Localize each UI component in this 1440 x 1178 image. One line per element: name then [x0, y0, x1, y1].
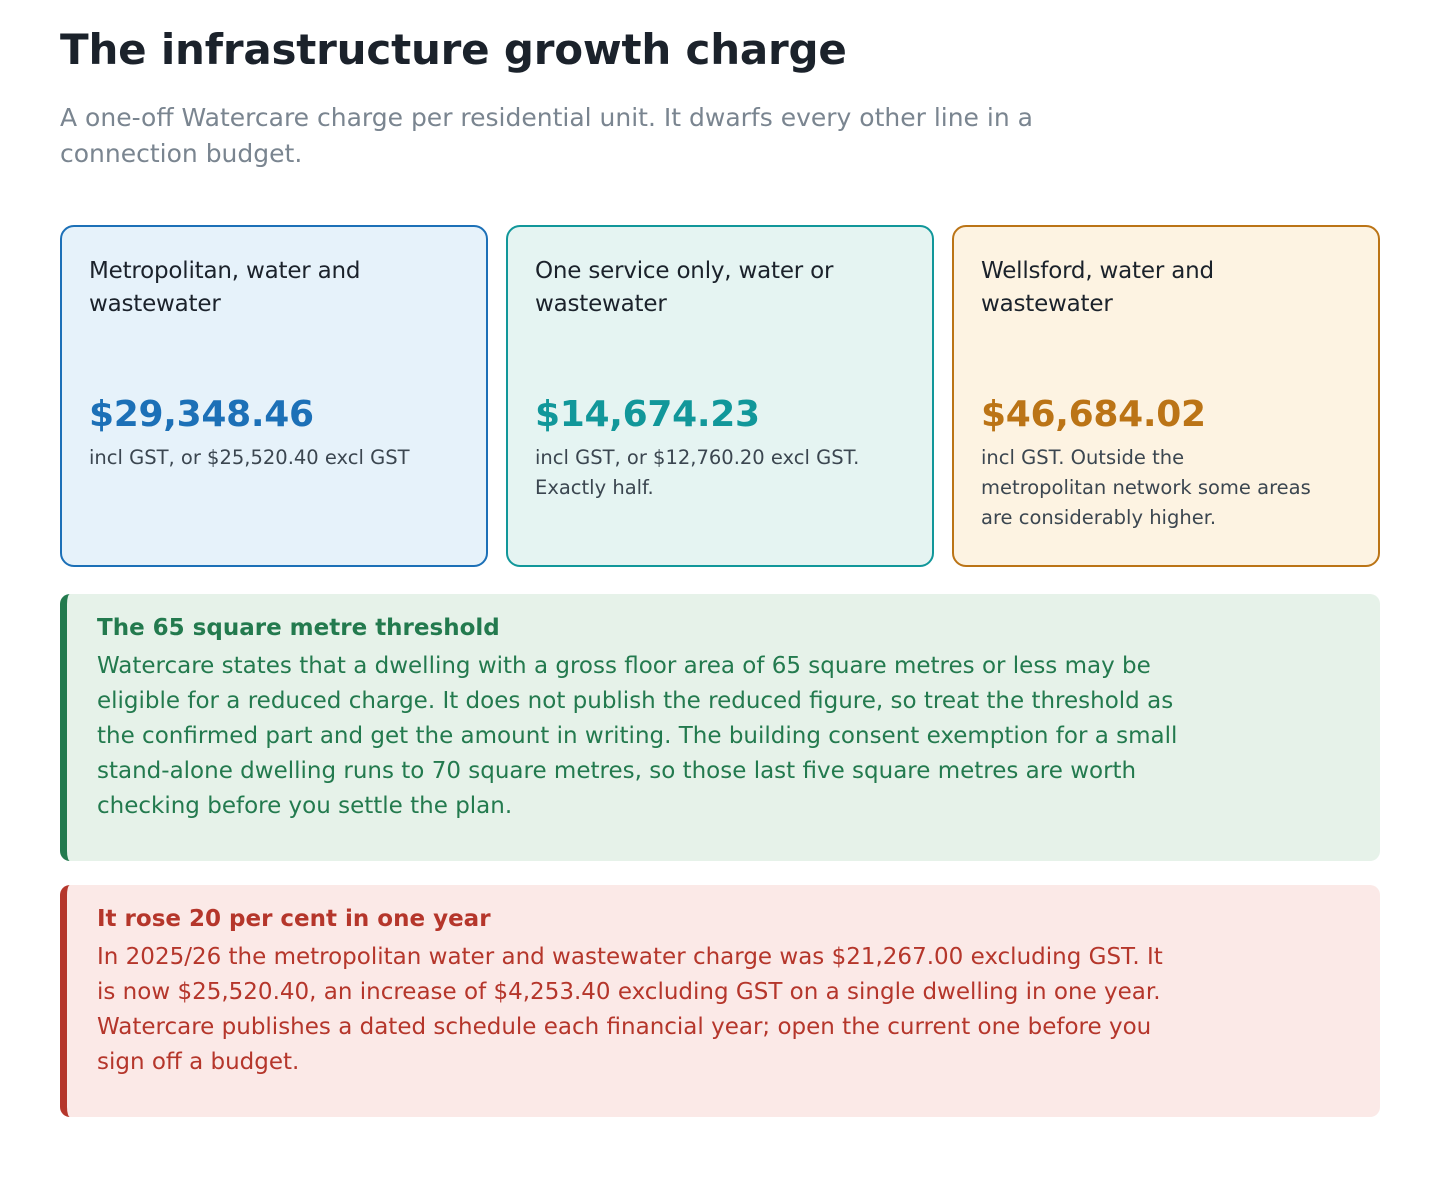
- card-note: incl GST, or $25,520.40 excl GST: [89, 446, 410, 469]
- card-amount: $46,684.02: [981, 394, 1206, 435]
- page-subtitle: A one-off Watercare charge per residenti…: [60, 103, 1033, 168]
- callout-body: In 2025/26 the metropolitan water and wa…: [97, 944, 1163, 1075]
- charge-cards: Metropolitan, water and wastewater $29,3…: [60, 225, 1380, 567]
- callout-title: It rose 20 per cent in one year: [97, 906, 491, 932]
- page-title: The infrastructure growth charge: [60, 25, 847, 74]
- card-amount: $29,348.46: [89, 394, 314, 435]
- threshold-callout: The 65 square metre threshold Watercare …: [60, 594, 1380, 861]
- card-label: Metropolitan, water and wastewater: [89, 258, 361, 317]
- charge-card-wellsford: Wellsford, water and wastewater $46,684.…: [952, 225, 1380, 567]
- card-label: One service only, water or wastewater: [535, 258, 834, 317]
- callout-body: Watercare states that a dwelling with a …: [97, 653, 1178, 819]
- card-amount: $14,674.23: [535, 394, 760, 435]
- charge-card-metropolitan: Metropolitan, water and wastewater $29,3…: [60, 225, 488, 567]
- card-label: Wellsford, water and wastewater: [981, 258, 1214, 317]
- card-note: incl GST, or $12,760.20 excl GST. Exactl…: [535, 446, 860, 499]
- increase-callout: It rose 20 per cent in one year In 2025/…: [60, 885, 1380, 1117]
- charge-card-one-service: One service only, water or wastewater $1…: [506, 225, 934, 567]
- page-content: The infrastructure growth charge A one-o…: [60, 0, 1380, 1117]
- callout-title: The 65 square metre threshold: [97, 615, 500, 641]
- card-note: incl GST. Outside the metropolitan netwo…: [981, 446, 1311, 529]
